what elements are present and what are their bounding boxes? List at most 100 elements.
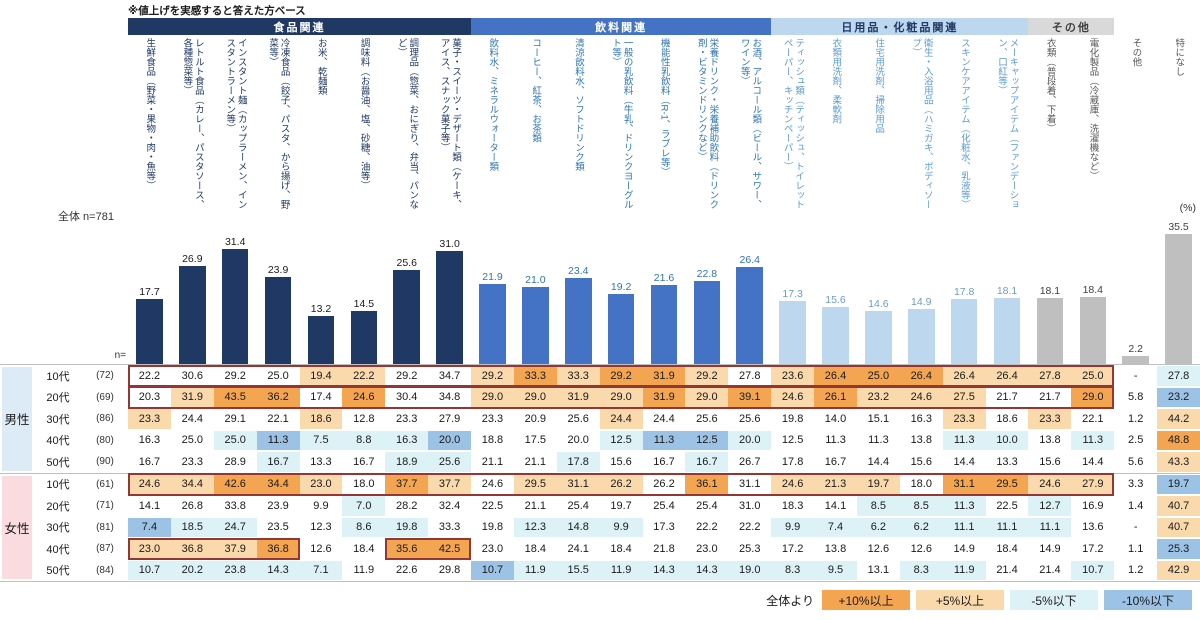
table-cell: 18.4 (610, 542, 632, 555)
table-cell: 23.3 (181, 455, 204, 468)
table-cell: 31.9 (642, 366, 686, 386)
table-cell: 31.1 (942, 474, 986, 494)
bar-value-label: 35.5 (1168, 221, 1189, 233)
group-header-1: 食品関連 (128, 18, 472, 35)
table-cell: 33.3 (556, 366, 600, 386)
table-cell: 11.9 (942, 560, 986, 580)
column-label: お酒、アルコール類（ビール、サワー、ワイン等） (728, 35, 771, 218)
table-cell: 18.4 (996, 542, 1018, 555)
table-cell: 29.2 (685, 366, 729, 386)
table-cell: 23.3 (128, 409, 171, 429)
table-cell: 9.9 (313, 499, 329, 512)
table-cell: 17.8 (781, 455, 804, 468)
table-cell: 24.6 (128, 474, 171, 494)
column-label: 飲料水、ミネラルウォーター類 (471, 35, 514, 218)
table-cell: 5.8 (1128, 391, 1144, 404)
table-cell: 25.0 (213, 430, 257, 450)
table-cell: 18.6 (299, 409, 343, 429)
bar (736, 267, 764, 364)
bar-column: 26.4 (728, 218, 771, 364)
table-cell: 21.8 (653, 542, 675, 555)
table-cell: 18.0 (353, 478, 375, 491)
group-header-row: 食品関連 飲料関連 日用品・化粧品関連 その他 (0, 18, 1200, 35)
table-cell: 15.1 (867, 412, 890, 425)
table-cell: 16.7 (138, 455, 161, 468)
column-label: 調理品（惣菜、おにぎり、弁当、パンなど） (385, 35, 428, 218)
table-cell: 17.2 (1082, 542, 1104, 555)
table-cell: 31.0 (739, 499, 761, 512)
column-label: コーヒー、紅茶、お茶類 (514, 35, 557, 218)
bar-column: 18.1 (1028, 218, 1071, 364)
table-cell: 23.0 (128, 539, 171, 559)
table-cell: 24.7 (213, 517, 257, 537)
bar-value-label: 13.2 (310, 302, 332, 315)
column-label: 栄養ドリンク・栄養補助飲料（ドリンク剤・ビタミンドリンクなど） (685, 35, 728, 218)
table-cell: 15.6 (910, 455, 932, 468)
table-cell: 23.3 (396, 412, 418, 425)
age-label: 10代 (46, 370, 70, 383)
table-cell: 27.8 (1157, 366, 1200, 386)
bar (607, 293, 635, 364)
table-cell: 30.4 (396, 391, 418, 404)
bar-chart: 17.7 26.9 31.4 23.9 13.2 14.5 25.6 31.0 21.9 21.0… (0, 218, 1200, 364)
bar-column: 25.6 (385, 218, 428, 364)
bar-value-label: 22.8 (696, 267, 718, 280)
table-cell: 23.8 (213, 560, 257, 580)
table-cell: 33.8 (224, 499, 246, 512)
column-label-text: レトルト食品（カレー、パスタソース、各種惣菜等） (181, 38, 204, 209)
bar-value-label: 17.3 (782, 287, 803, 300)
table-cell: 17.3 (653, 521, 675, 534)
table-cell: 19.7 (1157, 474, 1200, 494)
bar-value-label: 18.1 (1039, 284, 1061, 297)
column-label: スキンケアアイテム（化粧水、乳液等） (943, 35, 986, 218)
column-label-text: 冷凍食品（餃子、パスタ、から揚げ、野菜等） (267, 38, 290, 209)
table-cell: 21.3 (814, 474, 857, 494)
n-label: (71) (96, 500, 114, 512)
bar (1165, 234, 1192, 364)
table-cell: 16.7 (256, 452, 300, 472)
table-cell: 11.3 (256, 430, 300, 450)
column-label: 衛生・入浴用品（ハミガキ、ボディソープ） (900, 35, 943, 218)
table-cell: 23.2 (1157, 387, 1200, 407)
table-cell: 7.1 (299, 560, 343, 580)
table-cell: 23.6 (771, 366, 815, 386)
column-label-text: 衛生・入浴用品（ハミガキ、ボディソープ） (910, 38, 933, 209)
bar (564, 278, 592, 364)
bar (993, 297, 1021, 364)
age-label: 50代 (46, 565, 70, 578)
table-cell: 20.2 (170, 560, 214, 580)
table-cell: 12.7 (1028, 496, 1072, 516)
table-cell: 17.5 (524, 434, 547, 447)
table-cell: 21.1 (524, 499, 547, 512)
column-label-text: ティッシュ類（ティッシュ、トイレットペーパー、キッチンペーパー） (781, 38, 805, 209)
bar-value-label: 26.9 (182, 252, 203, 265)
table-cell: 19.7 (856, 474, 900, 494)
column-label-text: 住宅用洗剤、掃除用品 (873, 38, 885, 133)
bar (179, 265, 206, 364)
table-cell: 25.6 (428, 452, 472, 472)
legend-boxes: +10%以上 +5%以上 -5%以下 -10%以下 (816, 590, 1192, 610)
table-cell: 14.3 (685, 560, 729, 580)
table-cell: 1.2 (1128, 564, 1144, 577)
table-cell: 14.3 (256, 560, 300, 580)
table-cell: 10.7 (471, 560, 514, 580)
table-cell: 23.0 (696, 542, 718, 555)
table-cell: 11.3 (1071, 430, 1115, 450)
table-cell: 25.4 (567, 499, 589, 512)
table-cell: 1.4 (1128, 499, 1144, 512)
bar-column: 31.0 (428, 218, 471, 364)
table-cell: 37.7 (428, 474, 472, 494)
table-cell: 13.8 (910, 434, 932, 447)
table-cell: 6.2 (899, 517, 943, 537)
table-cell: 23.2 (856, 387, 900, 407)
table-cell: 12.5 (599, 430, 643, 450)
legend-rule-3: -5%以下 (1010, 590, 1098, 610)
bar (350, 310, 378, 364)
bar-value-label: 17.8 (953, 285, 975, 298)
table-cell: 21.4 (996, 564, 1018, 577)
table-cell: 34.8 (438, 391, 461, 404)
bar-value-label: 17.7 (139, 286, 160, 299)
group-header-2: 飲料関連 (471, 18, 772, 35)
column-label: その他 (1114, 35, 1157, 218)
table-cell: 20.3 (138, 391, 161, 404)
